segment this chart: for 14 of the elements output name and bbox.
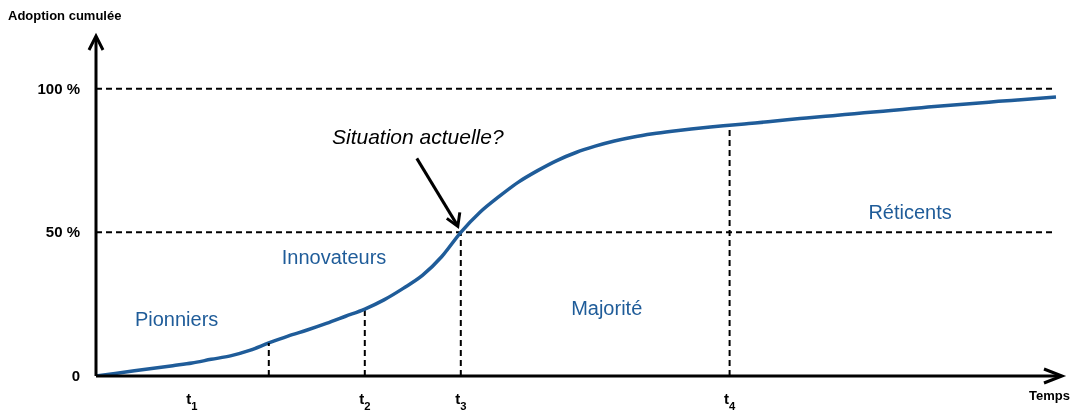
annotation: Pionniers (134, 308, 219, 331)
x-tick-label: t$_{1}$ (186, 390, 198, 412)
annotation: Réticents (868, 201, 952, 224)
y-tick-label: 0 (71, 367, 80, 384)
annotation: Situation actuelle? (331, 125, 504, 149)
annotation: Innovateurs (281, 245, 387, 268)
y-axis-title: Adoption cumulée (8, 8, 122, 23)
y-tick-label: 50 % (45, 223, 80, 241)
x-tick-label: t$_{3}$ (455, 390, 467, 412)
x-axis-title: Temps (1029, 388, 1070, 403)
y-tick-label: 100 % (37, 79, 80, 97)
x-tick-label: t$_{2}$ (359, 390, 371, 412)
x-tick-label: t$_{4}$ (723, 390, 736, 412)
annotation: Majorité (571, 297, 643, 320)
